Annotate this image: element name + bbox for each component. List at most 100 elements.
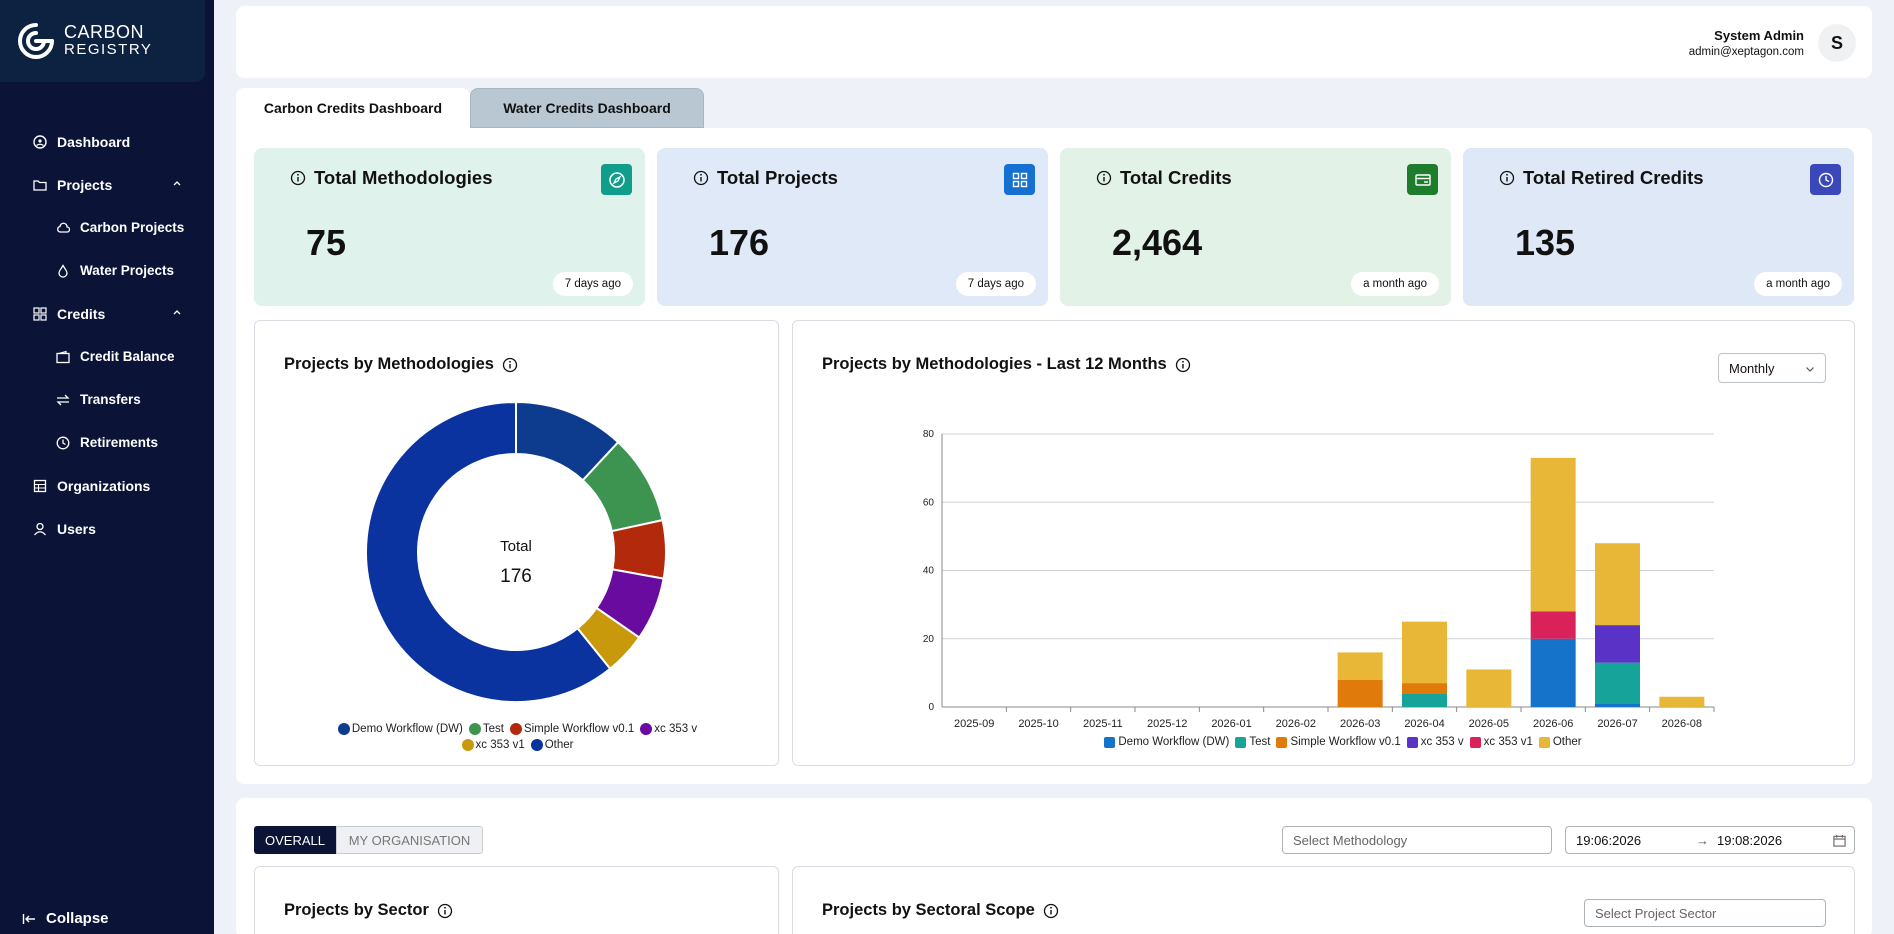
tab-water-credits-dashboard[interactable]: Water Credits Dashboard [470, 88, 704, 128]
sidebar-item-label: Organizations [57, 477, 151, 494]
legend-item[interactable]: xc 353 v [640, 723, 697, 735]
chevron-up-icon[interactable] [172, 178, 182, 188]
bar-segment-other[interactable] [1595, 543, 1640, 626]
legend-label: xc 353 v1 [475, 739, 525, 751]
stat-title-text: Total Methodologies [314, 167, 493, 188]
methodology-select[interactable]: Select Methodology [1282, 826, 1552, 854]
stat-value: 75 [306, 222, 347, 263]
bar-segment-xc-353-v[interactable] [1595, 625, 1640, 663]
bar-segment-other[interactable] [1659, 696, 1705, 707]
bar-segment-demo-workflow-dw-[interactable] [1530, 638, 1576, 707]
sidebar-item-dashboard[interactable]: Dashboard [0, 120, 214, 163]
stat-card-total-methodologies: Total Methodologies 75 7 days ago [254, 148, 645, 306]
bar-segment-other[interactable] [1337, 652, 1383, 680]
stat-updated-time: 7 days ago [955, 272, 1036, 296]
legend-item[interactable]: Test [468, 723, 504, 735]
date-from[interactable]: 19:06:2026 [1576, 832, 1642, 848]
info-icon[interactable] [1499, 170, 1515, 186]
legend-swatch [1406, 736, 1418, 748]
sidebar-item-carbon-projects[interactable]: Carbon Projects [0, 206, 214, 249]
legend-item[interactable]: Other [530, 739, 574, 751]
sidebar-item-water-projects[interactable]: Water Projects [0, 249, 214, 292]
card-title: Projects by Methodologies - Last 12 Mont… [822, 355, 1191, 374]
legend-swatch [640, 723, 653, 735]
sidebar-item-credit-balance[interactable]: Credit Balance [0, 335, 214, 378]
project-sector-select[interactable]: Select Project Sector [1584, 899, 1826, 927]
info-icon[interactable] [693, 170, 709, 186]
bar-segment-test[interactable] [1595, 662, 1640, 704]
donut-chart: Total 176 [365, 403, 667, 703]
sidebar-item-transfers[interactable]: Transfers [0, 378, 214, 421]
bar-segment-other[interactable] [1530, 457, 1576, 612]
legend-swatch [1276, 736, 1288, 748]
clock-icon [1810, 164, 1841, 195]
sidebar-item-projects[interactable]: Projects [0, 163, 214, 206]
legend-label: xc 353 v [654, 723, 698, 735]
period-select[interactable]: Monthly [1718, 353, 1826, 383]
info-icon[interactable] [1043, 903, 1059, 919]
bar-segment-simple-workflow-v0-1[interactable] [1402, 683, 1447, 694]
info-icon[interactable] [1096, 170, 1112, 186]
user-icon [33, 522, 47, 536]
stat-card-total-retired-credits: Total Retired Credits 135 a month ago [1463, 148, 1854, 306]
overall-toggle[interactable]: OVERALL [254, 826, 336, 854]
info-icon[interactable] [437, 903, 453, 919]
brand-name: CARBON REGISTRY [64, 22, 153, 58]
legend-item[interactable]: Demo Workflow (DW) [1104, 736, 1229, 748]
sidebar-item-label: Dashboard [57, 133, 131, 150]
date-to[interactable]: 19:08:2026 [1717, 832, 1783, 848]
brand-logo[interactable]: CARBON REGISTRY [0, 0, 205, 82]
x-tick-label: 2026-08 [1662, 718, 1702, 730]
stat-value: 176 [709, 222, 770, 263]
bar-segment-xc-353-v1[interactable] [1530, 611, 1576, 639]
my-organisation-toggle[interactable]: MY ORGANISATION [336, 826, 483, 854]
x-tick-label: 2026-07 [1597, 718, 1637, 730]
chevron-up-icon[interactable] [172, 307, 182, 317]
bar-segment-demo-workflow-dw-[interactable] [1595, 703, 1640, 707]
avatar[interactable]: S [1818, 24, 1856, 62]
card-title-text: Projects by Sectoral Scope [822, 901, 1035, 919]
legend-item[interactable]: Test [1235, 736, 1270, 748]
donut-slice-other[interactable] [365, 403, 612, 703]
info-icon[interactable] [290, 170, 306, 186]
card-title: Projects by Methodologies [284, 355, 518, 374]
info-icon[interactable] [502, 357, 518, 373]
legend-label: Other [544, 739, 574, 751]
legend-label: Test [1249, 736, 1271, 748]
calendar-icon [1833, 834, 1846, 847]
collapse-button[interactable]: Collapse [22, 910, 109, 927]
legend-label: Demo Workflow (DW) [1118, 736, 1230, 748]
info-icon[interactable] [1175, 357, 1191, 373]
x-tick-label: 2026-06 [1533, 718, 1573, 730]
legend-item[interactable]: Demo Workflow (DW) [337, 723, 463, 735]
x-tick-label: 2025-09 [954, 718, 994, 730]
legend-item[interactable]: Simple Workflow v0.1 [509, 723, 634, 735]
sidebar-item-credits[interactable]: Credits [0, 292, 214, 335]
legend-item[interactable]: xc 353 v1 [1469, 736, 1533, 748]
bar-segment-simple-workflow-v0-1[interactable] [1337, 679, 1383, 707]
legend-item[interactable]: Other [1538, 736, 1582, 748]
bar-segment-other[interactable] [1402, 621, 1447, 684]
tab-carbon-credits-dashboard[interactable]: Carbon Credits Dashboard [236, 88, 470, 128]
stat-value: 135 [1515, 222, 1576, 263]
stacked-bar-chart: 0 20 40 60 80 2025-09 2025-10 2025-11 2025-12 202… [923, 429, 1715, 730]
card-icon [1407, 164, 1438, 195]
bar-segment-test[interactable] [1402, 693, 1447, 707]
legend-item[interactable]: xc 353 v [1406, 736, 1464, 748]
date-range-picker[interactable]: 19:06:2026 → 19:08:2026 [1565, 826, 1855, 854]
legend-label: xc 353 v [1420, 736, 1464, 748]
sidebar-item-users[interactable]: Users [0, 507, 214, 550]
stat-title: Total Retired Credits [1499, 167, 1704, 189]
legend-swatch [468, 723, 481, 735]
sidebar-item-organizations[interactable]: Organizations [0, 464, 214, 507]
legend-item[interactable]: xc 353 v1 [461, 739, 525, 751]
legend-label: Other [1552, 736, 1582, 748]
legend-swatch [530, 739, 543, 751]
y-tick-label: 40 [923, 566, 935, 577]
bar-segment-other[interactable] [1466, 669, 1512, 707]
legend-item[interactable]: Simple Workflow v0.1 [1276, 736, 1401, 748]
building-icon [33, 479, 47, 493]
sidebar-item-retirements[interactable]: Retirements [0, 421, 214, 464]
stat-updated-time: a month ago [1351, 272, 1439, 296]
sidebar-item-label: Transfers [80, 392, 141, 407]
